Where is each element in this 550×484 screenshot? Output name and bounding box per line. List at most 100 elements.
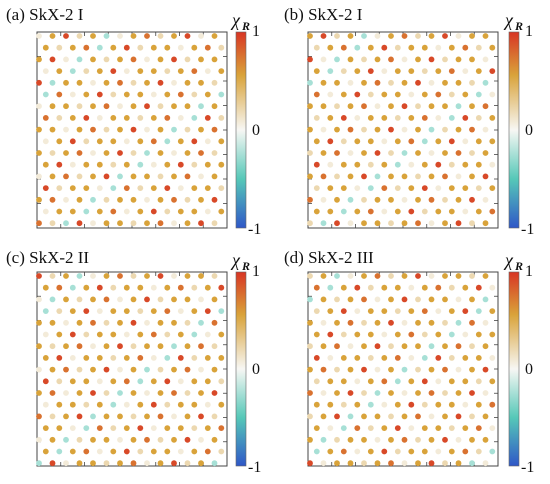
lattice-site: [171, 56, 177, 63]
lattice-site: [347, 126, 354, 133]
lattice-site: [361, 79, 367, 86]
lattice-site: [110, 91, 117, 98]
lattice-site: [381, 308, 388, 314]
lattice-site: [36, 390, 42, 396]
lattice-site: [83, 355, 90, 361]
lattice-site: [307, 436, 313, 443]
lattice-site: [144, 173, 150, 180]
lattice-site: [354, 138, 361, 145]
lattice-site: [123, 308, 130, 314]
lattice-site: [63, 126, 69, 133]
lattice-site: [374, 436, 381, 443]
lattice-site: [90, 220, 96, 227]
lattice-site: [211, 196, 218, 203]
lattice-site: [144, 460, 150, 467]
lattice-site: [150, 68, 157, 74]
lattice-site: [455, 296, 462, 303]
lattice-site: [56, 161, 63, 168]
lattice-site: [489, 91, 496, 98]
lattice-site: [211, 33, 218, 39]
lattice-site: [56, 44, 63, 51]
lattice-site: [137, 115, 144, 121]
lattice-site: [90, 436, 96, 443]
lattice-site: [320, 413, 327, 420]
lattice-site: [191, 44, 198, 51]
lattice-site: [367, 401, 374, 408]
lattice-site: [204, 378, 211, 385]
lattice-site: [347, 296, 354, 303]
lattice-site: [340, 91, 347, 98]
lattice-site: [320, 296, 327, 303]
lattice-site: [177, 284, 184, 291]
lattice-site: [374, 220, 381, 227]
lattice-site: [442, 33, 448, 39]
lattice-site: [117, 103, 123, 110]
lattice-site: [63, 390, 69, 396]
lattice-site: [211, 273, 218, 279]
lattice-site: [442, 103, 448, 110]
lattice-site: [347, 343, 354, 350]
lattice-site: [354, 401, 361, 408]
lattice-site: [489, 115, 496, 121]
lattice-site: [313, 115, 320, 121]
lattice-site: [110, 378, 117, 385]
lattice-site: [388, 343, 394, 350]
lattice-site: [455, 413, 462, 420]
lattice-site: [448, 68, 455, 74]
lattice-site: [347, 436, 354, 443]
lattice-site: [361, 413, 367, 420]
lattice-site: [204, 355, 211, 361]
lattice-site: [164, 425, 171, 431]
lattice-site: [198, 150, 204, 156]
lattice-site: [340, 355, 347, 361]
lattice-site: [177, 378, 184, 385]
lattice-site: [150, 284, 157, 291]
lattice-site: [462, 115, 469, 121]
lattice-site: [96, 308, 103, 314]
lattice-site: [69, 115, 76, 121]
lattice-site: [334, 79, 340, 86]
lattice-site: [334, 173, 340, 180]
lattice-site: [381, 208, 388, 215]
lattice-site: [374, 343, 381, 350]
colorbar-tick-label: 1: [252, 23, 260, 40]
lattice-site: [177, 115, 184, 121]
lattice-site: [211, 413, 218, 420]
lattice-site: [415, 460, 421, 467]
lattice-site: [49, 390, 56, 396]
lattice-site: [218, 91, 225, 98]
lattice-site: [123, 44, 130, 51]
lattice-site: [137, 68, 144, 74]
colorbar-tick-label: 1: [525, 263, 533, 280]
lattice-site: [144, 150, 150, 156]
lattice-site: [469, 273, 475, 279]
colorbar-symbol: χ: [230, 250, 241, 270]
lattice-site: [103, 390, 110, 396]
lattice-site: [83, 378, 90, 385]
lattice-site: [117, 390, 123, 396]
lattice-site: [137, 91, 144, 98]
lattice-site: [144, 126, 150, 133]
lattice-site: [374, 390, 381, 396]
lattice-site: [394, 284, 401, 291]
lattice-site: [96, 91, 103, 98]
lattice-site: [49, 436, 56, 443]
lattice-site: [482, 343, 489, 350]
lattice-site: [442, 126, 448, 133]
lattice-site: [184, 436, 191, 443]
lattice-site: [123, 115, 130, 121]
lattice-site: [401, 390, 408, 396]
colorbar-subscript: R: [241, 19, 250, 33]
panel-4: (d) SkX-2 III χ R 1 0 -1: [284, 248, 534, 476]
lattice-site: [307, 366, 313, 373]
colorbar-tick-label: 0: [252, 122, 260, 139]
lattice-site: [69, 401, 76, 408]
lattice-site: [90, 126, 96, 133]
lattice-site: [130, 273, 137, 279]
colorbar-symbol: χ: [503, 10, 514, 30]
lattice-site: [408, 208, 415, 215]
lattice-site: [150, 115, 157, 121]
lattice-site: [96, 448, 103, 455]
lattice-site: [110, 208, 117, 215]
lattice-site: [76, 413, 83, 420]
